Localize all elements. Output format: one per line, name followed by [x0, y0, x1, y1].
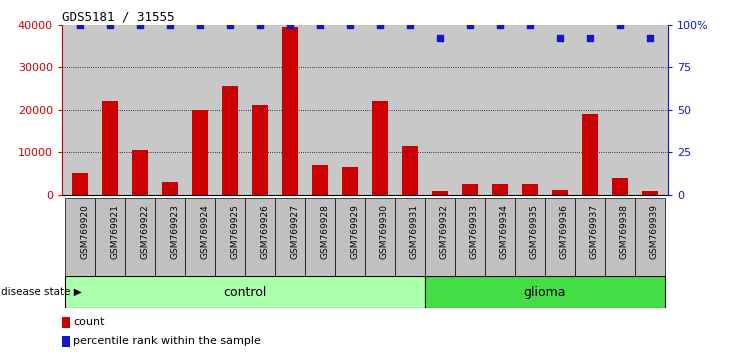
Bar	[395, 198, 425, 276]
Text: GSM769928: GSM769928	[320, 205, 329, 259]
Bar	[612, 178, 629, 195]
Bar	[305, 198, 335, 276]
Text: GSM769930: GSM769930	[380, 205, 389, 259]
Point	[404, 22, 416, 28]
Text: GSM769936: GSM769936	[560, 205, 569, 259]
Bar	[575, 198, 605, 276]
Point	[164, 22, 176, 28]
Bar	[252, 105, 268, 195]
Bar	[185, 198, 215, 276]
Bar	[245, 198, 275, 276]
Text: GSM769921: GSM769921	[110, 205, 119, 259]
Point	[224, 22, 236, 28]
Text: GSM769923: GSM769923	[170, 205, 179, 259]
Text: GSM769932: GSM769932	[440, 205, 449, 259]
Bar	[492, 184, 508, 195]
Point	[314, 22, 326, 28]
Point	[284, 22, 296, 28]
Text: disease state ▶: disease state ▶	[1, 287, 82, 297]
Bar	[365, 198, 395, 276]
Point	[434, 35, 446, 41]
Bar	[372, 101, 388, 195]
Text: glioma: glioma	[523, 286, 566, 298]
Bar	[552, 190, 568, 195]
Bar	[125, 198, 155, 276]
Bar	[72, 173, 88, 195]
Point	[524, 22, 536, 28]
Bar	[522, 184, 538, 195]
Bar	[101, 101, 118, 195]
Bar	[62, 336, 70, 347]
Bar	[162, 182, 178, 195]
Bar	[425, 276, 665, 308]
Bar	[282, 27, 299, 195]
Text: GSM769929: GSM769929	[350, 205, 359, 259]
Text: GSM769937: GSM769937	[590, 205, 599, 259]
Text: GSM769925: GSM769925	[230, 205, 239, 259]
Bar	[635, 198, 665, 276]
Bar	[605, 198, 635, 276]
Bar	[132, 150, 148, 195]
Point	[194, 22, 206, 28]
Bar	[342, 167, 358, 195]
Bar	[642, 191, 658, 195]
Bar	[425, 198, 455, 276]
Bar	[312, 165, 328, 195]
Text: GSM769934: GSM769934	[500, 205, 509, 259]
Bar	[515, 198, 545, 276]
Point	[464, 22, 476, 28]
Point	[74, 22, 86, 28]
Bar	[582, 114, 598, 195]
Bar	[545, 198, 575, 276]
Bar	[335, 198, 365, 276]
Bar	[62, 317, 70, 328]
Point	[254, 22, 266, 28]
Bar	[462, 184, 478, 195]
Text: GSM769939: GSM769939	[650, 205, 659, 259]
Text: GSM769933: GSM769933	[470, 205, 479, 259]
Bar	[192, 110, 208, 195]
Point	[644, 35, 656, 41]
Bar	[95, 198, 125, 276]
Text: GDS5181 / 31555: GDS5181 / 31555	[62, 11, 174, 24]
Text: percentile rank within the sample: percentile rank within the sample	[73, 336, 261, 346]
Point	[374, 22, 386, 28]
Point	[614, 22, 626, 28]
Point	[134, 22, 146, 28]
Text: GSM769927: GSM769927	[290, 205, 299, 259]
Bar	[431, 191, 448, 195]
Text: GSM769924: GSM769924	[200, 205, 209, 259]
Text: control: control	[223, 286, 266, 298]
Text: GSM769922: GSM769922	[140, 205, 149, 259]
Text: GSM769926: GSM769926	[260, 205, 269, 259]
Bar	[402, 146, 418, 195]
Point	[344, 22, 356, 28]
Bar	[155, 198, 185, 276]
Bar	[222, 86, 238, 195]
Text: GSM769935: GSM769935	[530, 205, 539, 259]
Bar	[485, 198, 515, 276]
Text: GSM769931: GSM769931	[410, 205, 419, 259]
Text: count: count	[73, 318, 104, 327]
Point	[584, 35, 596, 41]
Bar	[65, 276, 425, 308]
Bar	[215, 198, 245, 276]
Point	[554, 35, 566, 41]
Bar	[65, 198, 95, 276]
Text: GSM769938: GSM769938	[620, 205, 629, 259]
Point	[104, 22, 116, 28]
Text: GSM769920: GSM769920	[80, 205, 89, 259]
Point	[494, 22, 506, 28]
Bar	[275, 198, 305, 276]
Bar	[455, 198, 485, 276]
